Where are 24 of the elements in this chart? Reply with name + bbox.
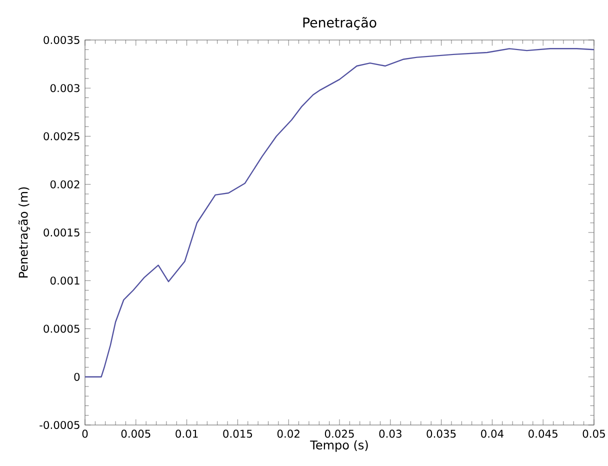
y-tick-label: 0.0005 (44, 324, 80, 333)
y-tick-label: 0.0035 (44, 36, 80, 44)
y-tick-label: -0.0005 (40, 420, 80, 430)
y-tick-label: 0.002 (50, 180, 80, 188)
x-tick-label: 0.01 (176, 430, 198, 438)
y-tick-label: 0.0025 (44, 132, 80, 140)
x-tick-label: 0.02 (277, 430, 300, 438)
y-tick-label: 0.003 (50, 84, 80, 92)
line-series (85, 48, 594, 378)
x-tick-label: 0.045 (528, 430, 558, 438)
x-tick-label: 0.05 (582, 430, 605, 438)
x-tick-label: 0.035 (426, 430, 456, 438)
x-tick-label: 0.005 (121, 430, 150, 438)
x-axis-title: Tempo (s) (310, 440, 368, 452)
x-tick-label: 0.015 (223, 430, 252, 438)
y-tick-label: 0.0015 (44, 228, 80, 237)
x-tick-label: 0.03 (379, 430, 402, 438)
y-axis-title: Penetração (m) (18, 187, 30, 278)
x-tick-label: 0.04 (481, 430, 504, 438)
y-tick-label: 0 (74, 372, 80, 381)
x-tick-label: 0.025 (324, 430, 354, 438)
y-tick-label: 0.001 (50, 276, 80, 285)
chart-title: Penetração (303, 17, 376, 30)
x-tick-label: 0 (82, 430, 88, 438)
